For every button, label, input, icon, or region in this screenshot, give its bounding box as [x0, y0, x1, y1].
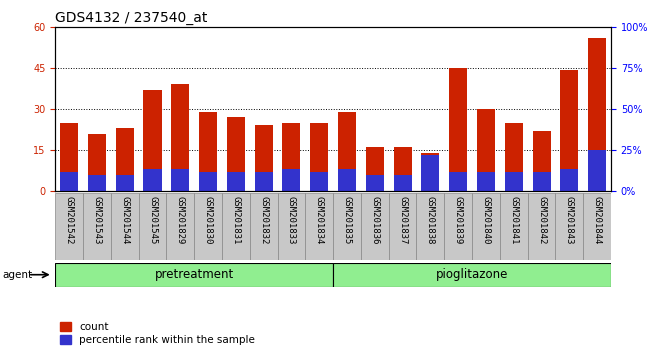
Bar — [472, 193, 500, 260]
Bar — [366, 147, 384, 191]
Bar — [199, 172, 217, 191]
Bar — [255, 125, 273, 191]
Text: GSM201838: GSM201838 — [426, 196, 435, 245]
Bar — [560, 70, 578, 191]
Bar — [171, 84, 189, 191]
Text: GSM201833: GSM201833 — [287, 196, 296, 245]
Text: GSM201544: GSM201544 — [120, 196, 129, 245]
Bar — [88, 133, 106, 191]
Bar — [477, 172, 495, 191]
Bar — [111, 193, 138, 260]
Bar — [532, 131, 551, 191]
Bar — [278, 193, 306, 260]
Bar — [449, 172, 467, 191]
Bar — [55, 263, 333, 287]
Bar — [194, 193, 222, 260]
Text: GSM201834: GSM201834 — [315, 196, 324, 245]
Text: GSM201832: GSM201832 — [259, 196, 268, 245]
Bar — [333, 263, 611, 287]
Text: GDS4132 / 237540_at: GDS4132 / 237540_at — [55, 11, 207, 25]
Bar — [477, 109, 495, 191]
Bar — [583, 193, 611, 260]
Bar — [171, 169, 189, 191]
Bar — [421, 155, 439, 191]
Text: GSM201831: GSM201831 — [231, 196, 240, 245]
Text: GSM201829: GSM201829 — [176, 196, 185, 245]
Bar — [504, 172, 523, 191]
Legend: count, percentile rank within the sample: count, percentile rank within the sample — [60, 322, 255, 345]
Text: GSM201836: GSM201836 — [370, 196, 380, 245]
Bar — [504, 122, 523, 191]
Text: GSM201844: GSM201844 — [593, 196, 602, 245]
Bar — [532, 172, 551, 191]
Bar — [282, 122, 300, 191]
Bar — [83, 193, 111, 260]
Bar — [393, 147, 411, 191]
Text: GSM201545: GSM201545 — [148, 196, 157, 245]
Text: pioglitazone: pioglitazone — [436, 268, 508, 281]
Bar — [306, 193, 333, 260]
Bar — [366, 175, 384, 191]
Bar — [55, 193, 83, 260]
Bar — [166, 193, 194, 260]
Bar — [588, 38, 606, 191]
Bar — [500, 193, 528, 260]
Bar — [116, 128, 134, 191]
Bar — [88, 175, 106, 191]
Text: GSM201842: GSM201842 — [537, 196, 546, 245]
Bar — [310, 172, 328, 191]
Bar — [282, 169, 300, 191]
Text: GSM201837: GSM201837 — [398, 196, 407, 245]
Bar — [255, 172, 273, 191]
Bar — [333, 193, 361, 260]
Bar — [555, 193, 583, 260]
Bar — [116, 175, 134, 191]
Text: GSM201830: GSM201830 — [203, 196, 213, 245]
Bar — [417, 193, 445, 260]
Bar — [528, 193, 556, 260]
Bar — [227, 172, 245, 191]
Text: GSM201543: GSM201543 — [92, 196, 101, 245]
Bar — [144, 169, 162, 191]
Bar — [227, 117, 245, 191]
Text: GSM201542: GSM201542 — [64, 196, 73, 245]
Bar — [60, 122, 78, 191]
Bar — [60, 172, 78, 191]
Bar — [389, 193, 417, 260]
Text: GSM201835: GSM201835 — [343, 196, 352, 245]
Bar — [361, 193, 389, 260]
Text: pretreatment: pretreatment — [155, 268, 234, 281]
Bar — [588, 150, 606, 191]
Text: GSM201840: GSM201840 — [482, 196, 491, 245]
Bar — [445, 193, 472, 260]
Bar — [449, 68, 467, 191]
Bar — [393, 175, 411, 191]
Bar — [310, 122, 328, 191]
Text: GSM201843: GSM201843 — [565, 196, 574, 245]
Bar — [222, 193, 250, 260]
Bar — [199, 112, 217, 191]
Text: GSM201841: GSM201841 — [509, 196, 518, 245]
Text: agent: agent — [2, 270, 32, 280]
Bar — [338, 169, 356, 191]
Bar — [421, 153, 439, 191]
Bar — [560, 169, 578, 191]
Text: GSM201839: GSM201839 — [454, 196, 463, 245]
Bar — [138, 193, 166, 260]
Bar — [144, 90, 162, 191]
Bar — [250, 193, 278, 260]
Bar — [338, 112, 356, 191]
